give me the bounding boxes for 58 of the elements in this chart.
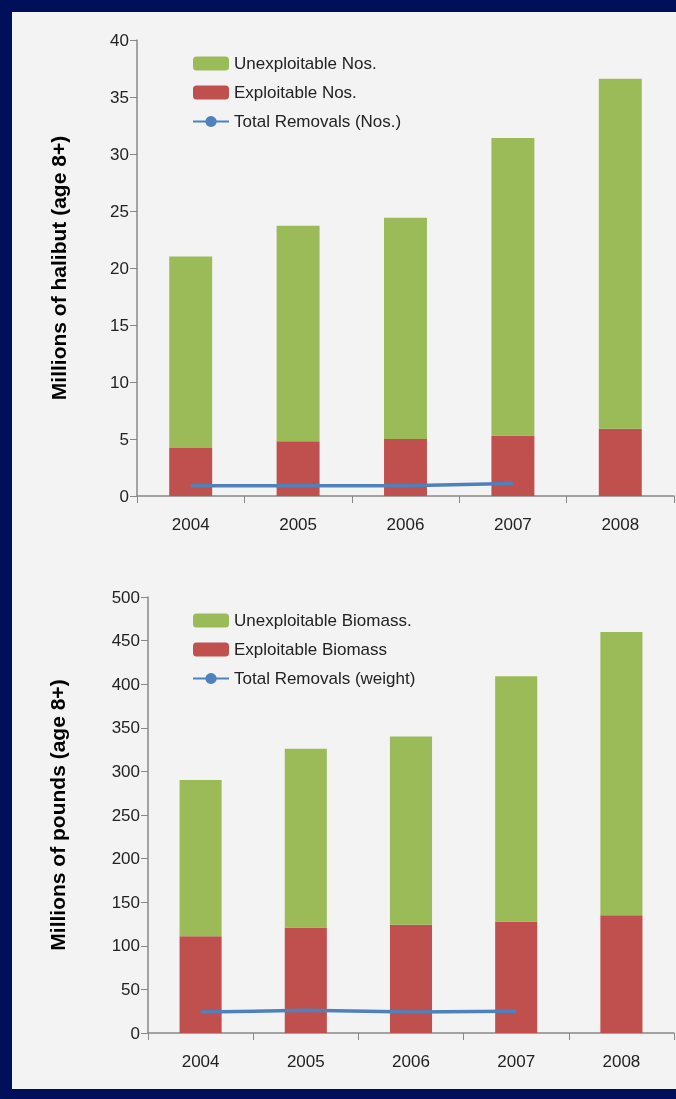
bar xyxy=(598,428,642,496)
y-tick-label: 40 xyxy=(110,30,129,50)
y-tick-label: 10 xyxy=(110,372,129,392)
bar xyxy=(598,78,642,429)
x-tick-label: 2006 xyxy=(392,1052,430,1071)
y-tick-label: 20 xyxy=(110,258,129,278)
y-tick-label: 100 xyxy=(111,936,140,956)
bar xyxy=(276,441,320,496)
y-tick-label: 15 xyxy=(110,315,129,335)
x-tick-label: 2008 xyxy=(601,515,640,534)
y-tick-label: 0 xyxy=(119,486,129,506)
legend-label: Unexploitable Biomass. xyxy=(234,611,412,630)
bar xyxy=(495,921,538,1033)
x-tick-label: 2004 xyxy=(171,515,210,534)
y-tick-label: 5 xyxy=(119,429,129,449)
y-tick-label: 50 xyxy=(121,979,140,999)
bar xyxy=(179,780,222,937)
y-tick-label: 250 xyxy=(111,805,140,825)
bar xyxy=(600,915,643,1033)
legend-label: Total Removals (Nos.) xyxy=(234,112,402,131)
y-axis-title: Millions of halibut (age 8+) xyxy=(47,135,70,401)
y-tick-label: 35 xyxy=(110,87,129,107)
y-tick-label: 300 xyxy=(111,761,140,781)
x-tick-label: 2008 xyxy=(602,1052,641,1071)
bar xyxy=(169,256,213,449)
y-tick-label: 500 xyxy=(111,587,140,607)
bar xyxy=(389,924,433,1033)
legend-label: Exploitable Nos. xyxy=(234,83,357,102)
y-tick-label: 30 xyxy=(110,144,129,164)
bar xyxy=(495,676,538,922)
bar xyxy=(284,927,327,1033)
legend-label: Total Removals (weight) xyxy=(234,669,416,688)
x-tick-label: 2006 xyxy=(386,515,425,534)
bar xyxy=(179,936,222,1033)
x-tick-label: 2004 xyxy=(181,1052,220,1071)
bar xyxy=(284,748,327,928)
y-tick-label: 450 xyxy=(111,631,140,651)
x-tick-label: 2005 xyxy=(279,515,318,534)
y-tick-label: 25 xyxy=(110,201,129,221)
bar xyxy=(169,448,213,496)
bar xyxy=(600,631,643,916)
bar xyxy=(389,736,433,925)
bar xyxy=(276,225,320,442)
y-tick-label: 200 xyxy=(111,849,140,869)
y-tick-label: 350 xyxy=(111,718,140,738)
y-tick-label: 0 xyxy=(130,1023,140,1043)
bar xyxy=(491,435,535,496)
bar xyxy=(384,217,427,439)
x-tick-label: 2007 xyxy=(493,515,532,534)
bar xyxy=(384,439,427,496)
x-tick-label: 2005 xyxy=(286,1052,325,1071)
x-tick-label: 2007 xyxy=(497,1052,536,1071)
legend-label: Exploitable Biomass xyxy=(234,640,388,659)
y-axis-title: Millions of pounds (age 8+) xyxy=(46,679,69,951)
legend-label: Unexploitable Nos. xyxy=(234,54,377,73)
y-tick-label: 150 xyxy=(111,892,140,912)
bar xyxy=(491,138,535,436)
y-tick-label: 400 xyxy=(111,674,140,694)
